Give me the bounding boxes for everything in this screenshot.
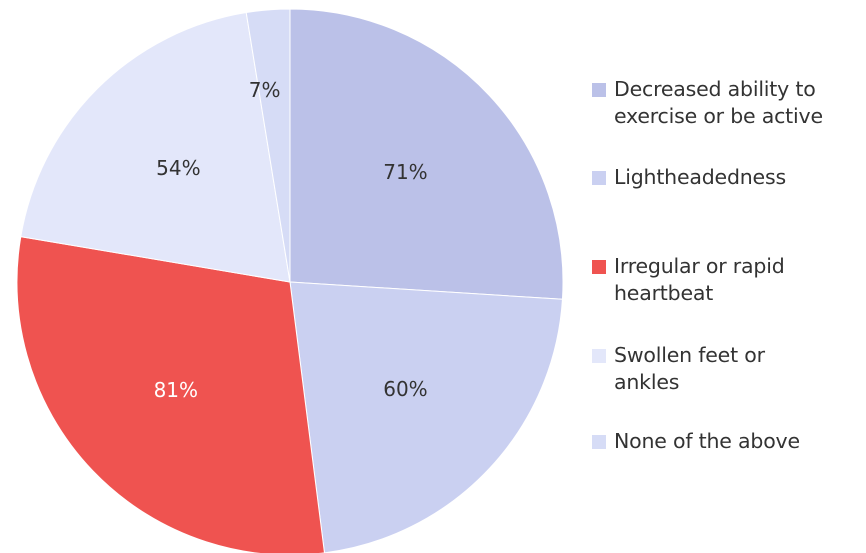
legend-label: Irregular or rapid heartbeat <box>614 253 829 307</box>
slice-label-swollen-feet: 54% <box>156 156 200 180</box>
slice-label-none-of-the-above: 7% <box>249 78 281 102</box>
pie-slice-lightheadedness <box>290 282 562 553</box>
pie-slice-decreased-ability <box>290 9 563 299</box>
legend-swatch <box>592 349 606 363</box>
legend-item-lightheadedness: Lightheadedness <box>592 164 864 191</box>
legend-label: None of the above <box>614 428 864 455</box>
legend-swatch <box>592 171 606 185</box>
legend: Decreased ability to exercise or be acti… <box>592 0 866 553</box>
slice-label-lightheadedness: 60% <box>383 377 427 401</box>
legend-label: Swollen feet or ankles <box>614 342 814 396</box>
slice-label-irregular-heartbeat: 81% <box>154 378 198 402</box>
legend-item-swollen-feet: Swollen feet or ankles <box>592 342 814 396</box>
legend-swatch <box>592 435 606 449</box>
legend-label: Decreased ability to exercise or be acti… <box>614 76 864 130</box>
legend-swatch <box>592 83 606 97</box>
slice-label-decreased-ability: 71% <box>383 160 427 184</box>
legend-item-none-of-the-above: None of the above <box>592 428 864 455</box>
legend-label: Lightheadedness <box>614 164 864 191</box>
legend-swatch <box>592 260 606 274</box>
legend-item-decreased-ability: Decreased ability to exercise or be acti… <box>592 76 864 130</box>
pie-slice-swollen-feet <box>21 13 290 282</box>
legend-item-irregular-heartbeat: Irregular or rapid heartbeat <box>592 253 829 307</box>
